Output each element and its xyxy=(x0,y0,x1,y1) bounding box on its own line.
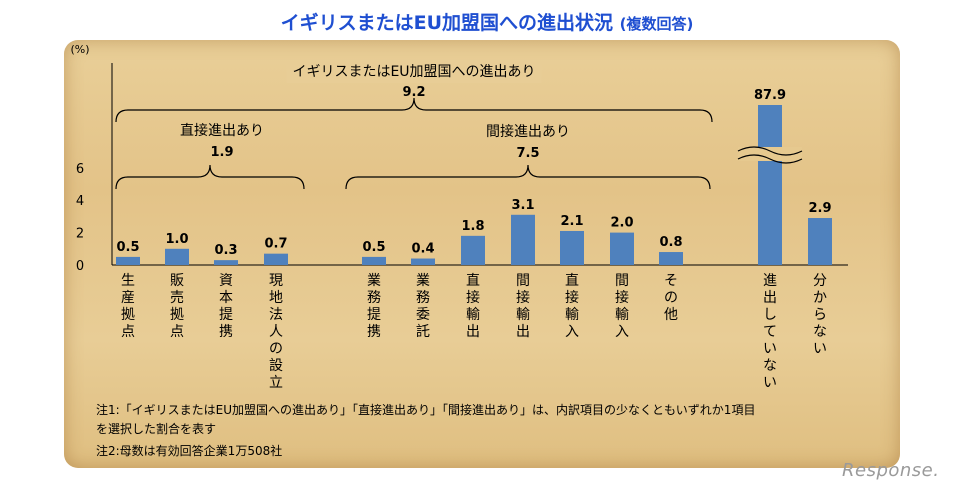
value-label-7: 3.1 xyxy=(511,198,534,213)
value-label-6: 1.8 xyxy=(461,219,484,234)
category-label-1: 販売拠点 xyxy=(170,273,184,340)
value-label-4: 0.5 xyxy=(362,240,385,255)
bar-6 xyxy=(461,235,485,265)
note-1-line-1: 注1:「イギリスまたはEU加盟国への進出あり」「直接進出あり」「間接進出あり」は… xyxy=(96,403,756,417)
group-brace-direct xyxy=(115,164,305,190)
chart-title: イギリスまたはEU加盟国への進出状況 (複数回答) xyxy=(0,8,974,35)
chart-title-sub: (複数回答) xyxy=(619,15,694,33)
axis-break-line-top xyxy=(737,146,803,156)
value-label-5: 0.4 xyxy=(411,242,434,257)
group-label-direct: 直接進出あり xyxy=(180,122,264,139)
bar-2 xyxy=(214,260,238,265)
category-label-2: 資本提携 xyxy=(219,273,233,340)
category-label-12: 分からない xyxy=(813,273,827,357)
bar-10 xyxy=(659,252,683,265)
axis-break-gap xyxy=(738,147,802,161)
value-label-0: 0.5 xyxy=(116,240,139,255)
note-1-line-2: を選択した割合を表す xyxy=(96,422,217,436)
group-label-overall: イギリスまたはEU加盟国への進出あり xyxy=(292,64,535,80)
value-label-3: 0.7 xyxy=(264,237,287,252)
category-label-6: 直接輸出 xyxy=(466,272,480,340)
category-label-7: 間接輸出 xyxy=(516,273,530,340)
y-tick-label-2: 2 xyxy=(76,227,84,242)
value-label-8: 2.1 xyxy=(560,214,583,229)
response-logo: Response. xyxy=(842,460,940,481)
group-label-indirect: 間接進出あり xyxy=(486,123,570,140)
category-label-3: 現地法人の設立 xyxy=(269,273,283,391)
group-value-indirect: 7.5 xyxy=(516,146,539,161)
y-tick-label-4: 4 xyxy=(76,194,84,209)
bar-11 xyxy=(758,105,782,265)
bar-12 xyxy=(808,218,832,265)
note-2: 注2:母数は有効回答企業1万508社 xyxy=(96,444,283,458)
value-label-11: 87.9 xyxy=(754,88,786,103)
group-value-direct: 1.9 xyxy=(210,145,233,160)
bar-7 xyxy=(511,214,535,265)
category-label-11: 進出していない xyxy=(763,273,777,391)
bar-3 xyxy=(264,253,288,265)
category-label-5: 業務委託 xyxy=(416,273,430,340)
bar-1 xyxy=(165,248,189,265)
y-axis-unit-label: (%) xyxy=(70,43,89,56)
bar-0 xyxy=(116,256,140,265)
category-label-10: その他 xyxy=(664,273,678,323)
y-tick-label-0: 0 xyxy=(76,259,84,274)
category-label-9: 間接輸入 xyxy=(615,273,629,340)
chart-title-main: イギリスまたはEU加盟国への進出状況 xyxy=(280,12,614,34)
bar-5 xyxy=(411,258,435,265)
group-brace-overall xyxy=(115,97,713,123)
group-value-overall: 9.2 xyxy=(402,85,425,100)
bar-4 xyxy=(362,256,386,265)
group-label-overall-bg xyxy=(286,61,542,83)
bar-9 xyxy=(610,232,634,265)
y-tick-label-6: 6 xyxy=(76,162,84,177)
value-label-9: 2.0 xyxy=(610,216,633,231)
value-label-2: 0.3 xyxy=(214,243,237,258)
category-label-8: 直接輸入 xyxy=(565,272,579,340)
axis-break-line-bottom xyxy=(737,154,803,164)
value-label-1: 1.0 xyxy=(165,232,188,247)
group-brace-indirect xyxy=(345,164,711,190)
category-label-0: 生産拠点 xyxy=(121,273,135,340)
category-label-4: 業務提携 xyxy=(367,273,381,340)
bar-8 xyxy=(560,230,584,265)
value-label-12: 2.9 xyxy=(808,201,831,216)
value-label-10: 0.8 xyxy=(659,235,682,250)
